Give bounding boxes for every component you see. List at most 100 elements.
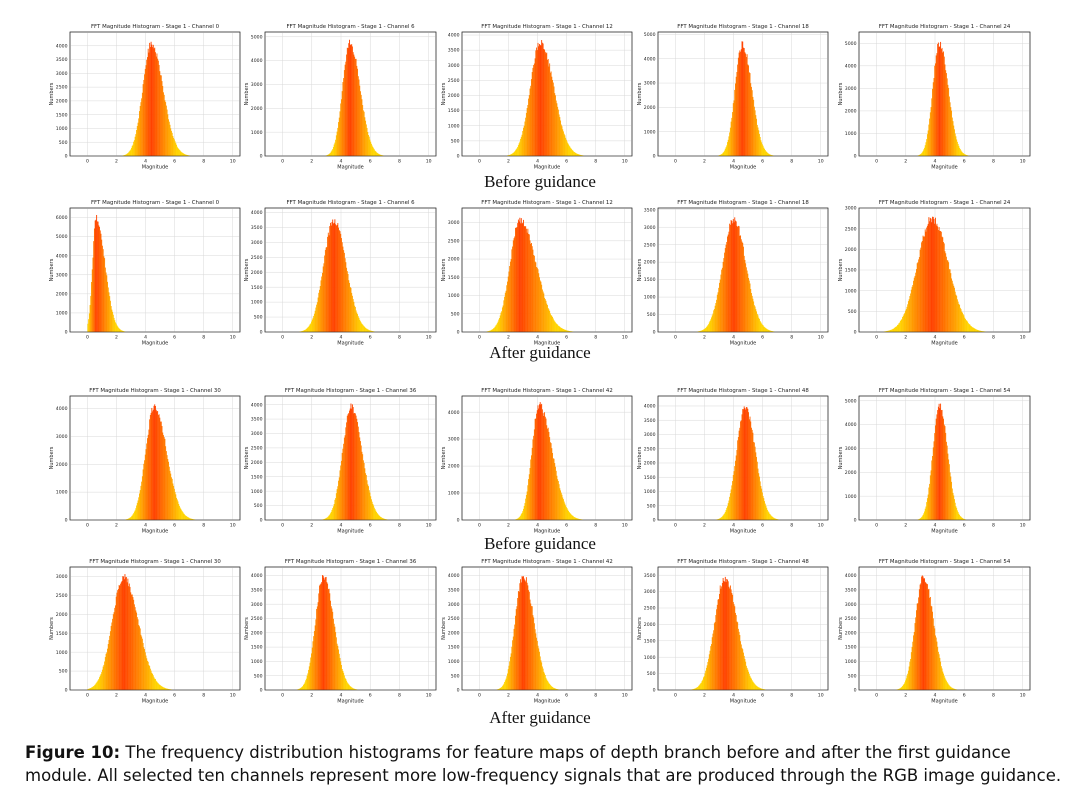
histogram-bar	[371, 145, 373, 156]
histogram-bar	[741, 414, 743, 520]
histogram-bar	[560, 124, 562, 156]
histogram-bar	[734, 217, 736, 332]
histogram-bar	[954, 287, 955, 332]
histogram-bar	[517, 518, 519, 520]
histogram-bar	[920, 153, 922, 156]
histogram-bar	[331, 222, 333, 332]
histogram-bar	[961, 311, 963, 332]
histogram-bar	[570, 331, 572, 332]
histogram-bar	[711, 317, 712, 332]
histogram-bar	[381, 155, 383, 156]
histogram-bar	[568, 510, 569, 520]
histogram-bar	[173, 137, 175, 156]
histogram-bar	[98, 225, 100, 332]
histogram-bar	[745, 56, 747, 156]
histogram-bar	[956, 510, 958, 520]
histogram-bar	[333, 504, 335, 520]
histogram-bar	[330, 511, 332, 520]
y-tick-label: 500	[647, 503, 656, 509]
y-axis-label: Numbers	[441, 617, 447, 640]
section-label-before-guidance-1: Before guidance	[484, 172, 596, 191]
histogram-bar	[504, 292, 506, 332]
histogram-bar	[752, 432, 754, 520]
histogram-chart-18: 0 2 4 6 8 1005001000150020002500300035004000F…	[441, 559, 633, 705]
chart-title: FFT Magnitude Histogram - Stage 1 - Chan…	[879, 24, 1011, 30]
histogram-bar	[529, 88, 531, 156]
histogram-bar	[506, 285, 508, 332]
chart-title: FFT Magnitude Histogram - Stage 1 - Chan…	[677, 24, 809, 30]
histogram-bar	[919, 154, 921, 156]
histogram-bar	[939, 657, 941, 690]
histogram-bar	[747, 408, 749, 520]
histogram-bar	[137, 500, 139, 520]
histogram-bar	[705, 667, 707, 690]
histogram-bar	[558, 114, 560, 156]
histogram-bar	[546, 52, 548, 157]
histogram-bar	[370, 330, 372, 332]
x-axis-label: Magnitude	[142, 699, 169, 705]
chart-title: FFT Magnitude Histogram - Stage 1 - Chan…	[481, 559, 613, 565]
histogram-bar	[562, 328, 564, 332]
histogram-bar	[762, 325, 764, 332]
histogram-bar	[699, 684, 701, 690]
histogram-bar	[956, 299, 958, 332]
histogram-bar	[934, 628, 936, 690]
histogram-bar	[144, 74, 146, 156]
histogram-bar	[728, 231, 730, 332]
histogram-bar	[904, 312, 906, 332]
histogram-bar	[170, 477, 172, 520]
histogram-bar	[349, 685, 350, 690]
histogram-bar	[703, 329, 705, 332]
histogram-bar	[739, 635, 741, 690]
histogram-bar	[932, 456, 934, 520]
histogram-bar	[750, 421, 752, 520]
x-tick-label: 0	[674, 159, 677, 165]
histogram-bar	[180, 508, 182, 520]
histogram-bar	[539, 651, 540, 690]
histogram-bar	[158, 684, 160, 690]
histogram-bar	[537, 42, 539, 156]
histogram-bar	[918, 519, 920, 520]
histogram-bar	[980, 330, 982, 332]
histogram-bar	[368, 486, 369, 520]
histogram-bar	[128, 152, 130, 156]
y-tick-label: 0	[854, 330, 857, 336]
histogram-bar	[925, 231, 927, 332]
histogram-bar	[112, 614, 114, 690]
histogram-bar	[737, 437, 739, 520]
histogram-bar	[544, 299, 546, 332]
histogram-bar	[175, 494, 177, 520]
histogram-bar	[357, 76, 359, 156]
histogram-bar	[142, 642, 144, 690]
histogram-bar	[360, 322, 362, 332]
histogram-bar	[491, 329, 492, 332]
x-tick-label: 6	[761, 159, 764, 165]
histogram-bar	[546, 679, 548, 690]
histogram-bar	[316, 302, 318, 332]
y-tick-label: 4000	[845, 63, 857, 69]
histogram-bar	[725, 582, 727, 690]
histogram-bar	[760, 688, 762, 690]
histogram-bar	[560, 120, 562, 156]
histogram-bar	[110, 625, 112, 690]
x-tick-label: 4	[144, 335, 147, 341]
histogram-bar	[769, 330, 771, 332]
histogram-bar	[537, 405, 539, 520]
histogram-bar	[521, 223, 523, 332]
histogram-bar	[372, 146, 374, 156]
histogram-bar	[100, 674, 102, 690]
histogram-bar	[948, 87, 950, 156]
histogram-bar	[925, 582, 927, 690]
histogram-bar	[316, 304, 318, 332]
histogram-bar	[891, 329, 893, 332]
histogram-bar	[728, 500, 730, 520]
histogram-bar	[554, 95, 556, 156]
histogram-bar	[748, 671, 750, 690]
histogram-bar	[721, 154, 723, 156]
histogram-bar	[956, 295, 958, 332]
histogram-bar	[772, 331, 773, 332]
histogram-bar	[121, 330, 123, 332]
y-axis-label: Numbers	[838, 258, 844, 281]
